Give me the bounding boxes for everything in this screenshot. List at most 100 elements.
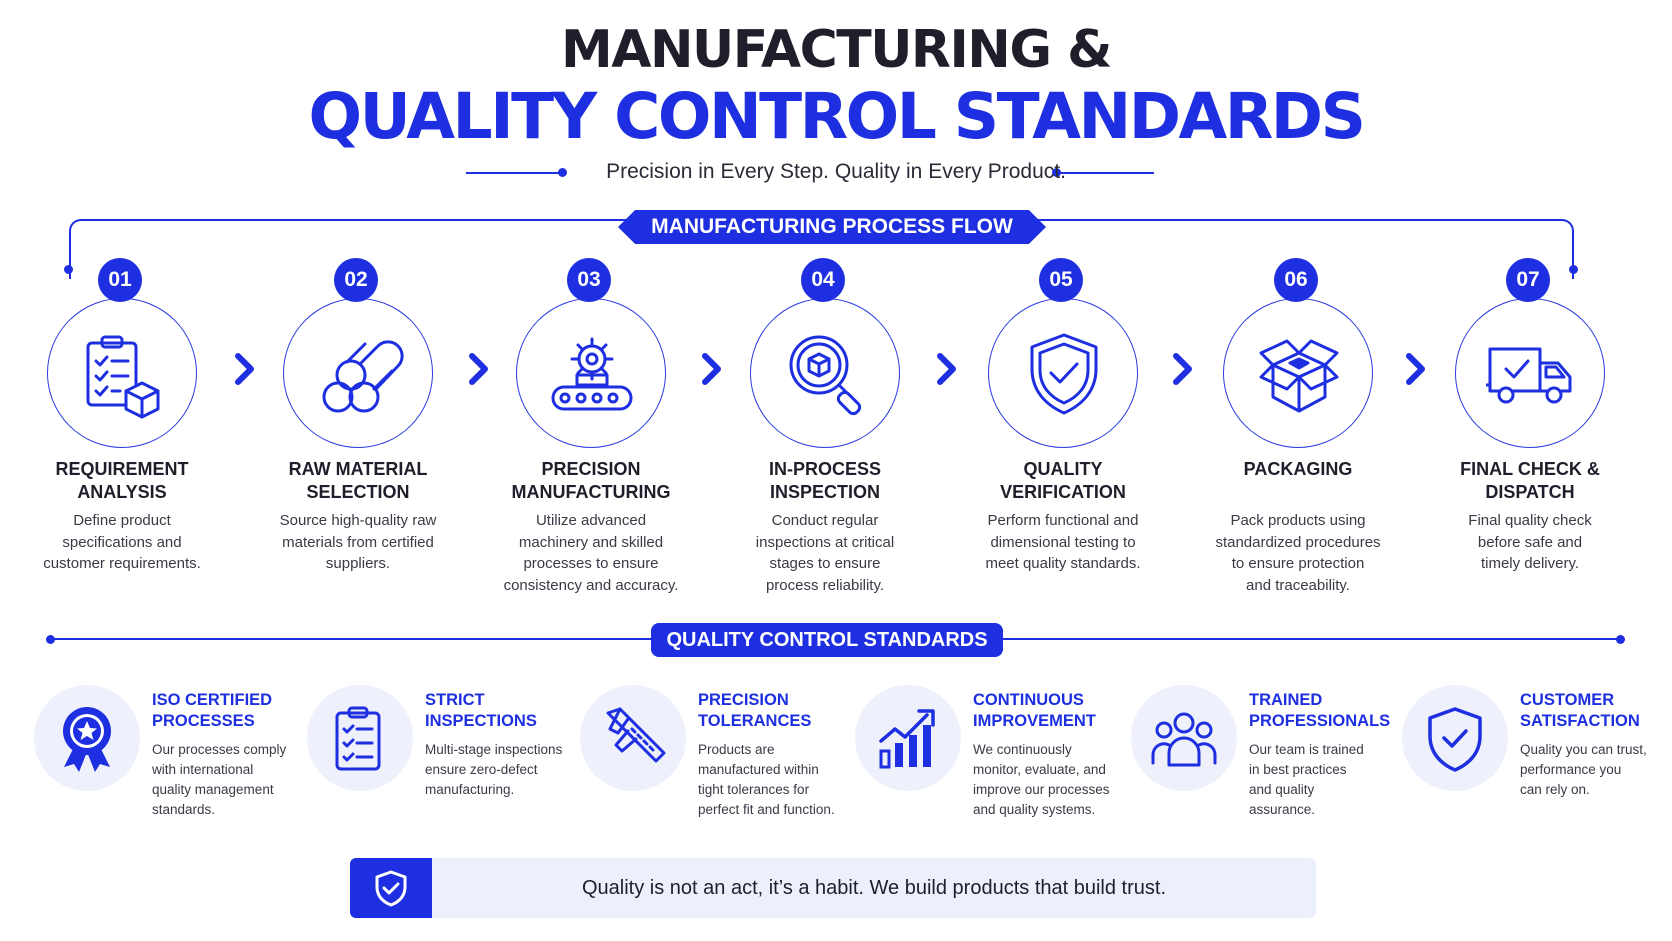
open-box-icon	[1259, 339, 1339, 413]
process-flow-heading: MANUFACTURING PROCESS FLOW	[618, 210, 1046, 244]
desc-line: improve our processes	[973, 782, 1110, 797]
desc-line: Define product	[73, 512, 171, 529]
step-number: 04	[801, 258, 845, 302]
step-title-line1: RAW MATERIAL	[288, 459, 428, 479]
step-icon-circle	[516, 298, 666, 448]
desc-line: customer requirements.	[43, 555, 201, 572]
standard-title-line1: STRICT	[425, 691, 485, 709]
material-rods-icon	[322, 340, 404, 413]
step-title: PRECISION MANUFACTURING	[471, 458, 711, 504]
step-title-line2: INSPECTION	[769, 482, 880, 502]
step-description: Final quality check before safe and time…	[1410, 510, 1650, 575]
step-icon-circle	[47, 298, 197, 448]
step-title-line1: IN-PROCESS	[768, 459, 882, 479]
desc-line: and traceability.	[1246, 576, 1350, 594]
qc-heading: QUALITY CONTROL STANDARDS	[651, 623, 1003, 657]
standard-title-line1: CUSTOMER	[1520, 691, 1615, 709]
clipboard-checklist-icon	[86, 335, 160, 419]
step-number: 01	[98, 258, 142, 302]
standard-icon-bg	[1131, 685, 1237, 791]
step-number: 06	[1274, 258, 1318, 302]
desc-line: quality management	[152, 782, 274, 797]
desc-line: suppliers.	[325, 555, 391, 572]
desc-line: manufacturing.	[425, 782, 515, 797]
desc-line: inspections at critical	[755, 533, 895, 551]
desc-line: assurance.	[1249, 802, 1316, 817]
desc-line: Multi-stage inspections	[425, 742, 563, 757]
step-icon-circle	[988, 298, 1138, 448]
desc-line: timely delivery.	[1480, 555, 1580, 572]
step-title: RAW MATERIAL SELECTION	[238, 458, 478, 504]
team-icon	[1151, 712, 1217, 767]
subtitle-line-left	[466, 172, 562, 174]
standard-title-line2: PROCESSES	[152, 712, 255, 730]
shield-check-icon	[1030, 333, 1098, 415]
step-title-line2: DISPATCH	[1485, 482, 1575, 502]
desc-line: can rely on.	[1520, 782, 1590, 797]
delivery-truck-icon	[1486, 347, 1572, 404]
standard-icon-bg	[855, 685, 961, 791]
growth-chart-icon	[879, 709, 935, 769]
subtitle-line-right	[1058, 172, 1154, 174]
chevron-right-icon	[469, 353, 488, 385]
desc-line: standardized procedures	[1215, 533, 1381, 551]
desc-line: process reliability.	[765, 576, 885, 594]
desc-line: consistency and accuracy.	[503, 576, 679, 594]
standard-item: CONTINUOUS IMPROVEMENT We continuously m…	[855, 685, 1125, 835]
quote-text: Quality is not an act, it’s a habit. We …	[581, 877, 1166, 899]
desc-line: manufactured within	[698, 762, 819, 777]
chevron-right-icon	[235, 353, 254, 385]
step-number: 07	[1506, 258, 1550, 302]
standard-title-line2: SATISFACTION	[1520, 712, 1640, 730]
step-number: 02	[334, 258, 378, 302]
subtitle-dot-right	[1052, 168, 1061, 177]
desc-line: performance you	[1520, 762, 1622, 777]
step-icon-circle	[1223, 298, 1373, 448]
desc-line: and quality systems.	[973, 802, 1096, 817]
step-title-line2: MANUFACTURING	[511, 482, 671, 502]
desc-line: and quality	[1249, 782, 1315, 797]
award-ribbon-icon	[63, 707, 111, 772]
standard-title: CONTINUOUS IMPROVEMENT	[973, 690, 1133, 732]
step-title-line1: PACKAGING	[1243, 459, 1353, 479]
standard-description: Our team is trained in best practices an…	[1249, 740, 1409, 820]
step-title-line1: FINAL CHECK &	[1460, 459, 1600, 479]
standard-title: TRAINED PROFESSIONALS	[1249, 690, 1409, 732]
step-title-line2: SELECTION	[306, 482, 410, 502]
standard-title-line2: PROFESSIONALS	[1249, 712, 1391, 730]
desc-line: Our processes comply	[152, 742, 287, 757]
standard-item: PRECISION TOLERANCES Products are manufa…	[580, 685, 850, 835]
standard-title: STRICT INSPECTIONS	[425, 690, 585, 732]
desc-line: stages to ensure	[769, 555, 881, 572]
standard-title-line1: TRAINED	[1249, 691, 1323, 709]
bracket-dot-left	[64, 265, 73, 274]
subtitle-row: Precision in Every Step. Quality in Ever…	[0, 158, 1672, 188]
standard-title: ISO CERTIFIED PROCESSES	[152, 690, 312, 732]
standard-title-line2: INSPECTIONS	[425, 712, 537, 730]
desc-line: Conduct regular	[771, 512, 879, 529]
desc-line: with international	[152, 762, 254, 777]
standard-title-line1: CONTINUOUS	[973, 691, 1084, 709]
step-title-line1: PRECISION	[541, 459, 641, 479]
desc-line: Final quality check	[1468, 512, 1592, 529]
step-description: Pack products using standardized procedu…	[1178, 510, 1418, 596]
step-icon-circle	[750, 298, 900, 448]
quote-banner: Quality is not an act, it’s a habit. We …	[350, 858, 1316, 918]
step-title-line1: REQUIREMENT	[55, 459, 189, 479]
standard-title-line1: PRECISION	[698, 691, 789, 709]
step-icon-circle	[283, 298, 433, 448]
step-title-line1: QUALITY	[1023, 459, 1103, 479]
standard-title-line2: TOLERANCES	[698, 712, 812, 730]
standard-description: Multi-stage inspections ensure zero-defe…	[425, 740, 585, 800]
step-title: PACKAGING	[1178, 458, 1418, 481]
caliper-icon	[606, 707, 666, 763]
step-title: FINAL CHECK & DISPATCH	[1410, 458, 1650, 504]
desc-line: to ensure protection	[1231, 555, 1365, 572]
standard-item: CUSTOMER SATISFACTION Quality you can tr…	[1402, 685, 1672, 835]
desc-line: standards.	[152, 802, 216, 817]
subtitle: Precision in Every Step. Quality in Ever…	[606, 160, 1066, 183]
desc-line: Pack products using	[1230, 512, 1366, 529]
standard-description: Products are manufactured within tight t…	[698, 740, 858, 820]
desc-line: before safe and	[1477, 533, 1583, 551]
desc-line: machinery and skilled	[518, 533, 664, 551]
